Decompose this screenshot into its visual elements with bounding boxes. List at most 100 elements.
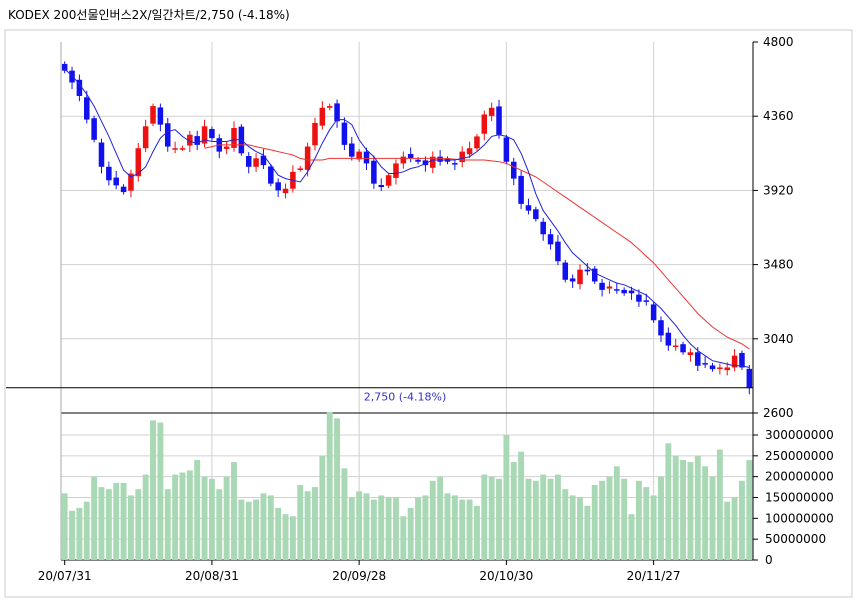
candle-down (621, 289, 627, 294)
candle-down (746, 368, 753, 388)
candle-down (452, 163, 458, 165)
volume-bar (709, 476, 716, 560)
candle-down (695, 352, 701, 366)
candle-down (503, 137, 510, 162)
volume-bar (444, 493, 451, 560)
candle-down (650, 304, 657, 321)
candle-down (194, 136, 200, 145)
volume-y-tick-label: 100000000 (765, 511, 834, 525)
candle-down (61, 63, 68, 71)
candle-up (231, 128, 237, 148)
candle-up (142, 126, 149, 149)
candle-up (481, 114, 488, 134)
candle-down (106, 166, 112, 181)
volume-bar (702, 466, 709, 560)
volume-bar (179, 472, 186, 560)
candle-down (407, 153, 414, 159)
candle-up (201, 126, 208, 144)
candle-down (260, 155, 267, 166)
candle-down (614, 289, 620, 291)
candle-down (584, 269, 591, 272)
candle-down (120, 186, 127, 193)
volume-bar (91, 476, 98, 560)
volume-bar (429, 480, 436, 560)
x-tick-label: 20/07/31 (38, 569, 92, 583)
candle-down (341, 122, 348, 145)
candle-down (69, 70, 75, 83)
volume-bar (61, 493, 68, 560)
volume-bar (98, 487, 105, 560)
volume-bar (510, 462, 517, 560)
volume-bar (348, 497, 355, 560)
volume-bar (319, 455, 326, 560)
candle-up (672, 345, 679, 348)
candle-up (326, 106, 333, 108)
volume-bar (532, 480, 539, 560)
volume-bar (334, 418, 341, 560)
volume-bar (289, 516, 296, 560)
price-y-tick-label: 3480 (763, 258, 794, 272)
volume-bar (694, 455, 701, 560)
volume-bar (231, 462, 237, 560)
volume-bar (135, 489, 142, 560)
volume-bar (326, 412, 333, 560)
candle-up (393, 163, 399, 178)
volume-bar (437, 476, 444, 560)
volume-bar (194, 460, 201, 560)
candle-up (172, 148, 178, 150)
volume-bar (356, 491, 363, 560)
volume-bar (525, 478, 532, 560)
volume-bar (503, 435, 510, 560)
volume-bar (621, 478, 628, 560)
volume-y-tick-label: 50000000 (765, 532, 826, 546)
candle-up (687, 352, 694, 355)
volume-bar (643, 487, 650, 560)
volume-bar (341, 468, 348, 560)
candle-down (547, 234, 554, 245)
volume-bar (363, 493, 370, 560)
candle-up (179, 148, 186, 150)
candle-up (150, 106, 156, 124)
volume-bar (275, 507, 282, 560)
volume-bar (208, 478, 215, 560)
candle-up (474, 136, 480, 149)
volume-bar (127, 495, 134, 560)
candle-up (223, 146, 230, 149)
volume-bar (554, 474, 561, 560)
x-tick-label: 20/08/31 (185, 569, 239, 583)
candle-up (312, 122, 318, 146)
volume-y-tick-label: 150000000 (765, 491, 834, 505)
candle-down (209, 129, 215, 139)
volume-bar (569, 495, 576, 560)
candle-up (356, 151, 362, 160)
candle-down (76, 79, 83, 96)
last-price-label: 2,750 (-4.18%) (364, 391, 446, 404)
candle-down (658, 320, 664, 336)
volume-bar (466, 499, 473, 560)
volume-bar (628, 514, 635, 560)
candle-down (496, 106, 502, 135)
volume-bar (245, 501, 252, 560)
candle-down (98, 142, 105, 167)
candle-down (334, 103, 340, 122)
candle-down (518, 175, 524, 204)
candle-down (245, 155, 252, 167)
chart-title: KODEX 200선물인버스2X/일간차트/2,750 (-4.18%) (8, 8, 290, 22)
candle-up (577, 269, 583, 285)
candle-down (533, 209, 539, 220)
candle-down (268, 166, 274, 184)
volume-bar (672, 455, 679, 560)
candle-down (540, 221, 546, 235)
volume-bar (584, 505, 591, 560)
volume-bar (562, 489, 569, 560)
candle-down (349, 143, 355, 157)
volume-bar (76, 507, 83, 560)
candle-up (606, 286, 613, 289)
volume-bar (680, 460, 687, 560)
candle-down (665, 332, 672, 346)
candle-up (304, 146, 311, 170)
volume-bar (83, 501, 90, 560)
volume-bar (496, 478, 502, 560)
x-tick-label: 20/10/30 (479, 569, 533, 583)
candle-down (510, 161, 517, 179)
